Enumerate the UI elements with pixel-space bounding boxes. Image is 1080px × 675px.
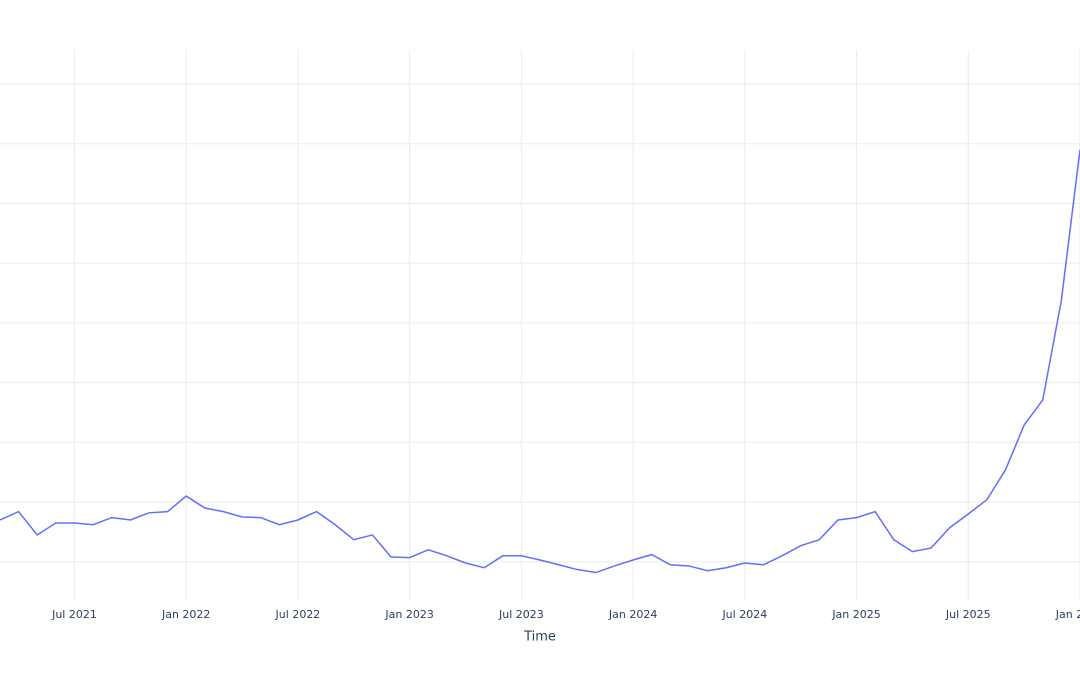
x-tick-label: Jul 2021 (51, 608, 97, 621)
x-tick-label: Jan 2023 (384, 608, 433, 621)
x-tick-label: Jan 2025 (831, 608, 880, 621)
x-tick-label: Jan 2026 (1055, 608, 1080, 621)
x-axis-title: Time (523, 630, 556, 645)
x-tick-label: Jul 2023 (498, 608, 544, 621)
x-tick-label: Jul 2024 (721, 608, 767, 621)
x-tick-label: Jan 2024 (608, 608, 657, 621)
x-tick-label: Jan 2022 (161, 608, 210, 621)
x-tick-label: Jul 2025 (945, 608, 991, 621)
x-tick-label: Jul 2022 (275, 608, 321, 621)
data-line (0, 149, 1080, 574)
